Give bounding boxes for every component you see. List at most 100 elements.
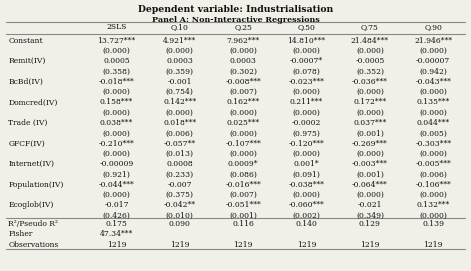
Text: -0.021: -0.021 bbox=[357, 201, 382, 209]
Text: (0.000): (0.000) bbox=[419, 212, 447, 220]
Text: Fisher: Fisher bbox=[8, 230, 33, 238]
Text: Q.10: Q.10 bbox=[171, 24, 189, 31]
Text: 0.090: 0.090 bbox=[169, 220, 191, 228]
Text: 7.962***: 7.962*** bbox=[227, 37, 260, 44]
Text: 0.132***: 0.132*** bbox=[417, 201, 450, 209]
Text: (0.000): (0.000) bbox=[419, 150, 447, 158]
Text: (0.006): (0.006) bbox=[419, 170, 447, 179]
Text: (0.086): (0.086) bbox=[229, 170, 257, 179]
Text: -0.303***: -0.303*** bbox=[415, 140, 451, 148]
Text: -0.016***: -0.016*** bbox=[225, 181, 261, 189]
Text: -0.008***: -0.008*** bbox=[225, 78, 261, 86]
Text: Domcred(IV): Domcred(IV) bbox=[8, 98, 58, 107]
Text: (0.000): (0.000) bbox=[356, 191, 384, 199]
Text: 0.175: 0.175 bbox=[106, 220, 127, 228]
Text: 4.921***: 4.921*** bbox=[163, 37, 196, 44]
Text: -0.0007*: -0.0007* bbox=[290, 57, 323, 65]
Text: (0.000): (0.000) bbox=[419, 88, 447, 96]
Text: (0.005): (0.005) bbox=[419, 129, 447, 137]
Text: 0.139: 0.139 bbox=[422, 220, 444, 228]
Text: Population(IV): Population(IV) bbox=[8, 181, 64, 189]
Text: 0.172***: 0.172*** bbox=[353, 98, 386, 107]
Text: -0.057**: -0.057** bbox=[164, 140, 196, 148]
Text: (0.000): (0.000) bbox=[229, 150, 257, 158]
Text: 0.162***: 0.162*** bbox=[227, 98, 260, 107]
Text: 0.0003: 0.0003 bbox=[166, 57, 193, 65]
Text: (0.091): (0.091) bbox=[292, 170, 320, 179]
Text: (0.000): (0.000) bbox=[103, 47, 130, 55]
Text: (0.002): (0.002) bbox=[292, 212, 320, 220]
Text: (0.000): (0.000) bbox=[419, 109, 447, 117]
Text: 1219: 1219 bbox=[423, 241, 443, 249]
Text: (0.000): (0.000) bbox=[356, 150, 384, 158]
Text: Constant: Constant bbox=[8, 37, 43, 44]
Text: -0.0002: -0.0002 bbox=[292, 119, 321, 127]
Text: 0.135***: 0.135*** bbox=[417, 98, 450, 107]
Text: 0.142***: 0.142*** bbox=[163, 98, 196, 107]
Text: 21.484***: 21.484*** bbox=[351, 37, 389, 44]
Text: 0.0008: 0.0008 bbox=[166, 160, 193, 168]
Text: (0.921): (0.921) bbox=[103, 170, 130, 179]
Text: (0.352): (0.352) bbox=[356, 67, 384, 76]
Text: (0.942): (0.942) bbox=[419, 67, 447, 76]
Text: (0.001): (0.001) bbox=[356, 170, 384, 179]
Text: -0.060***: -0.060*** bbox=[289, 201, 325, 209]
Text: Panel A: Non-Interactive Regressions: Panel A: Non-Interactive Regressions bbox=[152, 16, 319, 24]
Text: (0.000): (0.000) bbox=[229, 129, 257, 137]
Text: 13.727***: 13.727*** bbox=[97, 37, 136, 44]
Text: (0.375): (0.375) bbox=[166, 191, 194, 199]
Text: (0.007): (0.007) bbox=[229, 88, 257, 96]
Text: 2SLS: 2SLS bbox=[106, 24, 127, 31]
Text: (0.000): (0.000) bbox=[103, 129, 130, 137]
Text: Q.25: Q.25 bbox=[234, 24, 252, 31]
Text: (0.078): (0.078) bbox=[292, 67, 320, 76]
Text: -0.044***: -0.044*** bbox=[98, 181, 134, 189]
Text: (0.302): (0.302) bbox=[229, 67, 257, 76]
Text: 21.946***: 21.946*** bbox=[414, 37, 452, 44]
Text: 0.018***: 0.018*** bbox=[163, 119, 196, 127]
Text: -0.042**: -0.042** bbox=[164, 201, 196, 209]
Text: (0.000): (0.000) bbox=[166, 109, 194, 117]
Text: -0.00009: -0.00009 bbox=[99, 160, 134, 168]
Text: -0.120***: -0.120*** bbox=[289, 140, 325, 148]
Text: -0.0005: -0.0005 bbox=[355, 57, 384, 65]
Text: 0.116: 0.116 bbox=[232, 220, 254, 228]
Text: (0.233): (0.233) bbox=[166, 170, 194, 179]
Text: 0.0009*: 0.0009* bbox=[228, 160, 259, 168]
Text: -0.036***: -0.036*** bbox=[352, 78, 388, 86]
Text: (0.000): (0.000) bbox=[229, 109, 257, 117]
Text: (0.001): (0.001) bbox=[356, 129, 384, 137]
Text: 0.129: 0.129 bbox=[359, 220, 381, 228]
Text: Dependent variable: Industrialisation: Dependent variable: Industrialisation bbox=[138, 5, 333, 14]
Text: (0.013): (0.013) bbox=[166, 150, 194, 158]
Text: 1219: 1219 bbox=[297, 241, 316, 249]
Text: (0.975): (0.975) bbox=[292, 129, 320, 137]
Text: (0.010): (0.010) bbox=[166, 212, 194, 220]
Text: -0.023***: -0.023*** bbox=[289, 78, 325, 86]
Text: -0.107***: -0.107*** bbox=[225, 140, 261, 148]
Text: 0.211***: 0.211*** bbox=[290, 98, 323, 107]
Text: (0.754): (0.754) bbox=[166, 88, 194, 96]
Text: (0.000): (0.000) bbox=[419, 191, 447, 199]
Text: (0.000): (0.000) bbox=[356, 109, 384, 117]
Text: Observations: Observations bbox=[8, 241, 59, 249]
Text: 1219: 1219 bbox=[360, 241, 380, 249]
Text: (0.000): (0.000) bbox=[103, 150, 130, 158]
Text: (0.000): (0.000) bbox=[292, 109, 320, 117]
Text: (0.000): (0.000) bbox=[356, 47, 384, 55]
Text: Q.50: Q.50 bbox=[298, 24, 316, 31]
Text: 1219: 1219 bbox=[106, 241, 126, 249]
Text: Q.90: Q.90 bbox=[424, 24, 442, 31]
Text: Ecoglob(IV): Ecoglob(IV) bbox=[8, 201, 54, 209]
Text: (0.426): (0.426) bbox=[103, 212, 130, 220]
Text: (0.001): (0.001) bbox=[229, 212, 257, 220]
Text: Q.75: Q.75 bbox=[361, 24, 379, 31]
Text: Remit(IV): Remit(IV) bbox=[8, 57, 46, 65]
Text: -0.051***: -0.051*** bbox=[225, 201, 261, 209]
Text: (0.000): (0.000) bbox=[292, 88, 320, 96]
Text: (0.000): (0.000) bbox=[229, 47, 257, 55]
Text: -0.043***: -0.043*** bbox=[415, 78, 451, 86]
Text: (0.349): (0.349) bbox=[356, 212, 384, 220]
Text: (0.000): (0.000) bbox=[166, 47, 194, 55]
Text: 1219: 1219 bbox=[234, 241, 253, 249]
